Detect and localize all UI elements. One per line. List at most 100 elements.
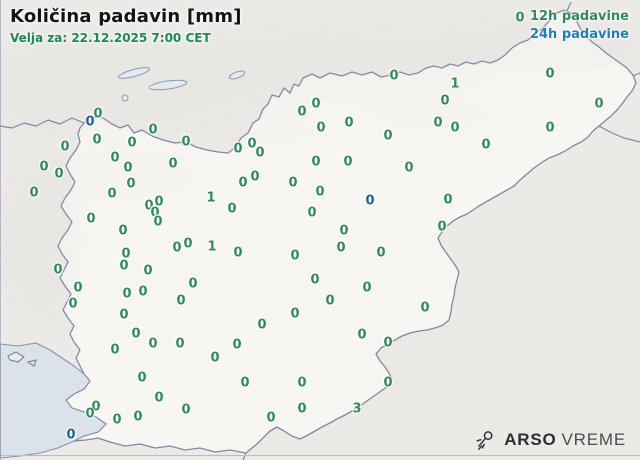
page-title: Količina padavin [mm] <box>10 6 242 27</box>
station-value-12h: 0 <box>131 326 141 342</box>
station-value-12h: 0 <box>383 128 393 144</box>
station-value-12h: 0 <box>86 211 96 227</box>
station-value-12h: 0 <box>29 185 39 201</box>
station-value-12h: 0 <box>118 223 128 239</box>
station-value-12h: 0 <box>68 296 78 312</box>
station-value-12h: 0 <box>154 194 164 210</box>
station-value-12h: 0 <box>343 154 353 170</box>
station-value-12h: 0 <box>437 219 447 235</box>
station-value-12h: 0 <box>122 286 132 302</box>
station-value-12h: 0 <box>336 240 346 256</box>
station-value-12h: 0 <box>137 370 147 386</box>
station-value-12h: 0 <box>315 184 325 200</box>
station-value-12h: 0 <box>127 135 137 151</box>
brand-arso: ARSO <box>504 429 557 449</box>
legend-12h: 12h padavine <box>529 9 629 24</box>
station-value-12h: 0 <box>53 262 63 278</box>
station-value-12h: 0 <box>148 122 158 138</box>
station-value-24h: 0 <box>66 427 76 443</box>
station-value-12h: 0 <box>310 272 320 288</box>
map-header: Količina padavin [mm] Velja za: 22.12.20… <box>10 6 242 45</box>
station-value-12h: 0 <box>440 93 450 109</box>
weather-sun-icon <box>476 431 493 450</box>
station-value-12h: 0 <box>290 248 300 264</box>
station-value-12h: 0 <box>172 240 182 256</box>
station-value-12h: 0 <box>240 375 250 391</box>
station-value-12h: 0 <box>311 154 321 170</box>
station-value-12h: 0 <box>383 335 393 351</box>
station-value-12h: 0 <box>247 136 257 152</box>
station-value-12h: 0 <box>150 205 160 221</box>
station-value-12h: 0 <box>39 159 49 175</box>
station-value-12h: 0 <box>232 337 242 353</box>
station-value-12h: 0 <box>181 134 191 150</box>
map-frame-bottom-line <box>0 455 640 456</box>
station-value-12h: 0 <box>433 115 443 131</box>
station-value-12h: 1 <box>450 76 460 92</box>
station-value-12h: 0 <box>138 284 148 300</box>
station-value-12h: 0 <box>376 245 386 261</box>
station-value-12h: 0 <box>290 306 300 322</box>
station-value-12h: 0 <box>126 176 136 192</box>
station-value-12h: 0 <box>515 10 525 26</box>
station-value-12h: 0 <box>121 246 131 262</box>
station-value-12h: 0 <box>383 375 393 391</box>
station-value-12h: 0 <box>168 156 178 172</box>
station-value-12h: 0 <box>325 293 335 309</box>
station-value-12h: 0 <box>91 399 101 415</box>
station-value-12h: 0 <box>404 160 414 176</box>
station-value-12h: 0 <box>93 106 103 122</box>
legend: 12h padavine 24h padavine <box>530 8 629 44</box>
station-value-12h: 0 <box>255 145 265 161</box>
station-value-12h: 0 <box>307 205 317 221</box>
station-value-12h: 0 <box>297 375 307 391</box>
station-value-12h: 0 <box>389 68 399 84</box>
station-value-12h: 0 <box>297 401 307 417</box>
station-value-12h: 0 <box>545 66 555 82</box>
brand-vreme: VREME <box>561 429 626 449</box>
station-value-12h: 0 <box>450 120 460 136</box>
station-value-12h: 0 <box>545 120 555 136</box>
station-value-12h: 0 <box>481 137 491 153</box>
station-value-12h: 0 <box>144 198 154 214</box>
station-value-12h: 3 <box>352 401 362 417</box>
station-value-12h: 0 <box>594 96 604 112</box>
arso-vreme-logo: ARSO VREME <box>475 429 626 450</box>
station-value-12h: 0 <box>54 166 64 182</box>
station-value-12h: 0 <box>188 276 198 292</box>
station-value-12h: 0 <box>311 96 321 112</box>
station-value-12h: 0 <box>143 263 153 279</box>
station-value-12h: 0 <box>227 201 237 217</box>
station-value-12h: 0 <box>119 258 129 274</box>
station-value-12h: 0 <box>250 169 260 185</box>
station-value-24h: 0 <box>85 114 95 130</box>
station-value-12h: 0 <box>344 115 354 131</box>
station-value-12h: 0 <box>119 307 129 323</box>
map-frame-left-line <box>0 0 1 460</box>
station-value-12h: 0 <box>183 236 193 252</box>
station-value-12h: 1 <box>207 239 217 255</box>
station-value-12h: 1 <box>206 190 216 206</box>
station-value-12h: 0 <box>316 120 326 136</box>
station-value-12h: 0 <box>153 214 163 230</box>
station-value-12h: 0 <box>73 280 83 296</box>
station-value-12h: 0 <box>288 175 298 191</box>
station-value-24h: 0 <box>365 193 375 209</box>
station-value-12h: 0 <box>92 132 102 148</box>
station-value-12h: 0 <box>266 410 276 426</box>
adriatic-sea <box>0 342 107 459</box>
station-value-12h: 0 <box>233 245 243 261</box>
station-value-12h: 0 <box>60 139 70 155</box>
station-value-12h: 0 <box>133 409 143 425</box>
station-value-12h: 0 <box>233 141 243 157</box>
station-value-12h: 0 <box>154 390 164 406</box>
legend-24h: 24h padavine <box>529 27 629 42</box>
station-value-12h: 0 <box>110 150 120 166</box>
station-value-12h: 0 <box>420 300 430 316</box>
station-value-12h: 0 <box>357 327 367 343</box>
station-value-12h: 0 <box>176 293 186 309</box>
